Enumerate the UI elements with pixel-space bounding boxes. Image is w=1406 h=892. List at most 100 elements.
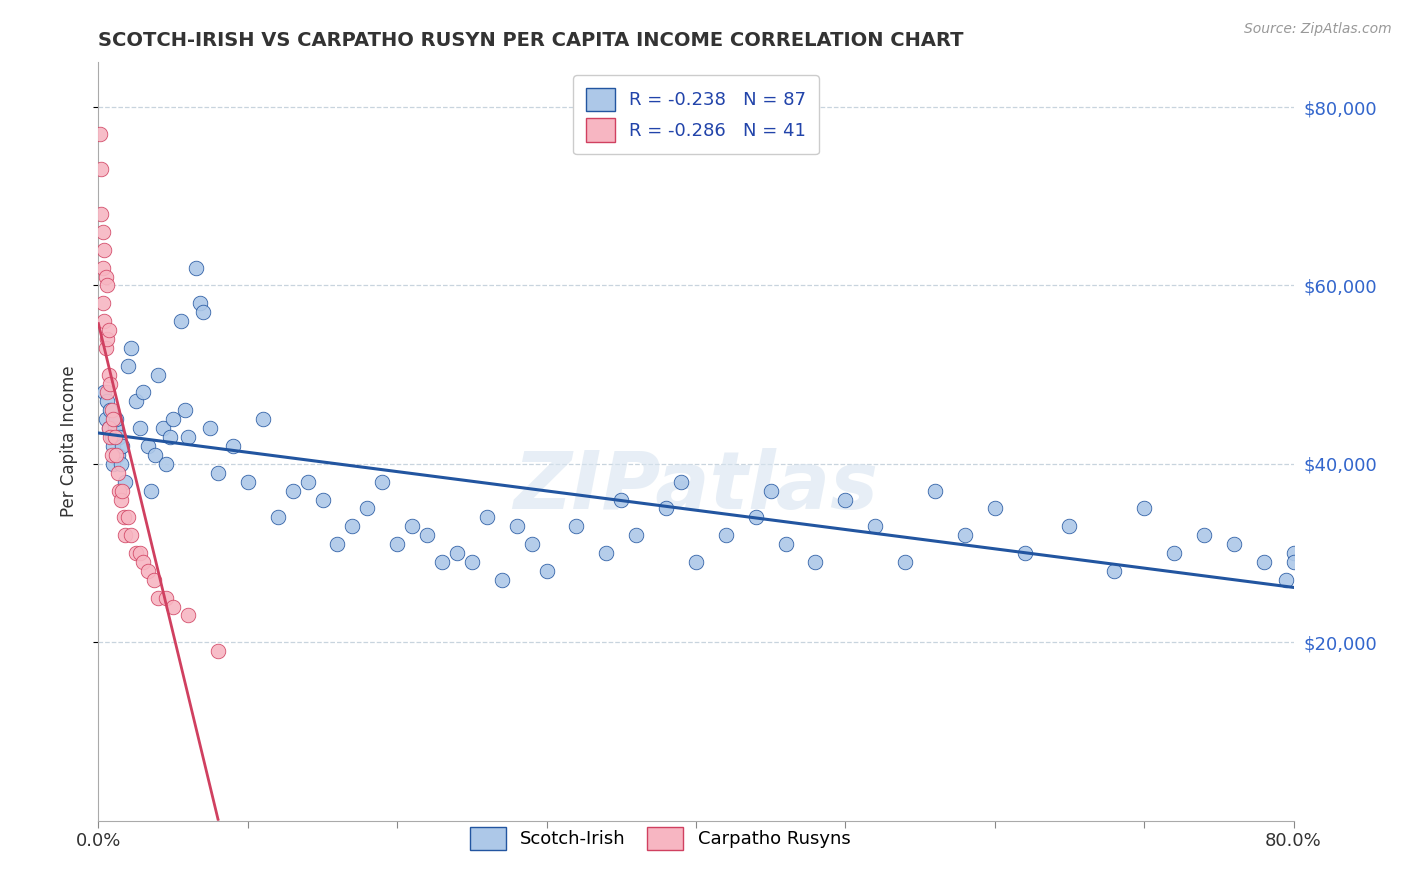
Point (114, 475, 136, 489)
Point (101, 430, 124, 444)
Point (104, 430, 127, 444)
Point (93, 314, 115, 328)
Point (775, 537, 797, 551)
Point (110, 457, 132, 471)
Point (297, 475, 319, 489)
Point (745, 510, 768, 524)
Point (117, 359, 139, 373)
Point (125, 394, 148, 409)
Point (97, 421, 120, 435)
Point (1192, 528, 1215, 542)
Point (475, 510, 498, 524)
Point (342, 519, 364, 533)
Point (104, 421, 127, 435)
Point (834, 492, 856, 507)
Point (155, 457, 177, 471)
Point (159, 430, 181, 444)
Point (108, 483, 131, 498)
Point (1223, 537, 1246, 551)
Point (430, 555, 453, 569)
Point (281, 483, 304, 498)
Point (461, 555, 484, 569)
Point (97, 323, 120, 337)
Point (177, 430, 200, 444)
Point (96, 332, 118, 346)
Point (93, 243, 115, 257)
Point (114, 528, 136, 542)
Point (252, 412, 274, 426)
Point (132, 555, 155, 569)
Point (371, 475, 394, 489)
Point (155, 591, 177, 605)
Point (148, 591, 170, 605)
Point (1133, 501, 1156, 516)
Point (1275, 573, 1298, 587)
Point (129, 421, 152, 435)
Point (112, 510, 135, 524)
Point (108, 430, 131, 444)
Point (401, 519, 423, 533)
Point (93, 385, 115, 400)
Point (107, 448, 129, 462)
Point (188, 296, 211, 310)
Point (97, 421, 120, 435)
Point (94, 412, 117, 426)
Point (356, 501, 378, 516)
Point (236, 475, 259, 489)
Text: ZIPatlas: ZIPatlas (513, 448, 879, 526)
Point (626, 528, 648, 542)
Point (491, 573, 513, 587)
Point (207, 466, 229, 480)
Point (90, 162, 112, 177)
Point (94, 341, 117, 355)
Point (685, 555, 707, 569)
Point (107, 466, 129, 480)
Point (865, 519, 887, 533)
Point (714, 528, 737, 542)
Point (117, 510, 139, 524)
Point (89, 127, 111, 141)
Point (103, 439, 125, 453)
Point (96, 394, 118, 409)
Point (177, 608, 200, 623)
Text: SCOTCH-IRISH VS CARPATHO RUSYN PER CAPITA INCOME CORRELATION CHART: SCOTCH-IRISH VS CARPATHO RUSYN PER CAPIT… (98, 30, 965, 50)
Point (1282, 555, 1305, 569)
Point (759, 483, 782, 498)
Point (565, 519, 588, 533)
Point (326, 537, 349, 551)
Point (148, 368, 170, 382)
Point (984, 501, 1007, 516)
Point (311, 492, 333, 507)
Point (91, 260, 114, 275)
Point (894, 555, 917, 569)
Point (105, 448, 128, 462)
Point (152, 421, 174, 435)
Point (101, 403, 124, 417)
Point (96, 385, 118, 400)
Point (953, 528, 976, 542)
Point (143, 448, 166, 462)
Point (222, 439, 245, 453)
Point (1163, 546, 1185, 560)
Point (924, 483, 946, 498)
Point (595, 546, 617, 560)
Point (120, 341, 142, 355)
Point (139, 483, 162, 498)
Point (162, 412, 184, 426)
Point (536, 564, 558, 578)
Point (385, 537, 409, 551)
Point (184, 260, 207, 275)
Point (125, 546, 148, 560)
Point (1104, 564, 1126, 578)
Point (94, 269, 117, 284)
Y-axis label: Per Capita Income: Per Capita Income (59, 366, 77, 517)
Point (111, 483, 134, 498)
Point (142, 573, 165, 587)
Point (416, 528, 439, 542)
Point (129, 546, 152, 560)
Point (267, 510, 290, 524)
Point (103, 412, 125, 426)
Point (132, 385, 155, 400)
Point (98, 430, 122, 444)
Point (91, 225, 114, 239)
